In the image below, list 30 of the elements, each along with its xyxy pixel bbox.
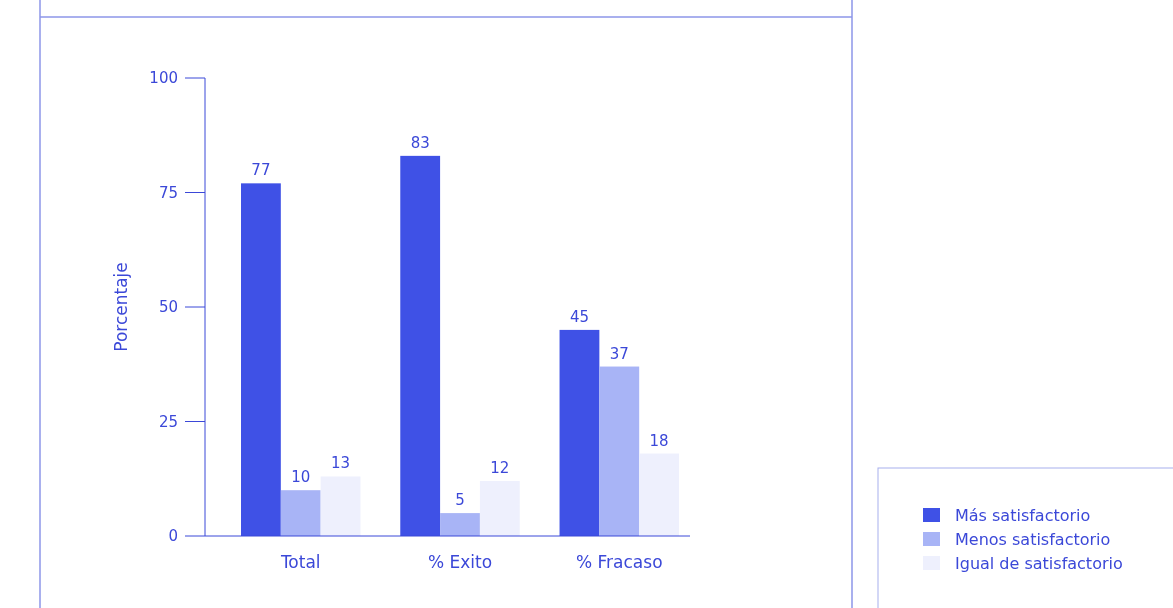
data-label: 13	[331, 454, 351, 473]
bar	[241, 183, 281, 536]
legend-label: Menos satisfactorio	[955, 529, 1111, 549]
data-label: 18	[649, 431, 669, 450]
data-label: 12	[490, 459, 510, 478]
data-label: 45	[569, 307, 589, 326]
data-label: 37	[609, 344, 629, 363]
bar	[400, 155, 441, 536]
data-label: 83	[410, 133, 430, 152]
y-tick-label: 0	[168, 527, 178, 546]
y-tick-label: 75	[158, 183, 178, 202]
bar	[639, 453, 679, 536]
y-axis-title: Porcentaje	[111, 262, 131, 352]
bar	[559, 329, 600, 536]
y-tick-label: 100	[149, 69, 178, 88]
bar	[599, 366, 640, 536]
data-label: 10	[291, 468, 311, 487]
data-label: 77	[251, 161, 271, 180]
x-tick-label: % Exito	[427, 552, 493, 572]
data-label: 5	[455, 491, 465, 510]
bar	[479, 481, 520, 536]
legend-label: Igual de satisfactorio	[955, 553, 1123, 573]
bar	[280, 490, 321, 536]
y-tick-label: 25	[158, 412, 178, 431]
legend-label: Más satisfactorio	[955, 505, 1091, 525]
bar	[440, 513, 480, 536]
x-tick-label: Total	[279, 552, 321, 572]
x-tick-label: % Fracaso	[576, 552, 663, 572]
bar	[320, 476, 361, 536]
y-tick-label: 50	[158, 298, 178, 317]
